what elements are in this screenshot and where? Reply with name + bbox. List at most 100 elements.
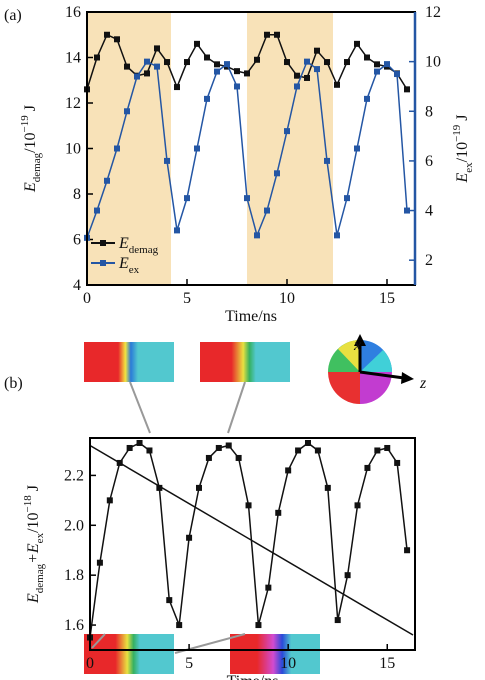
marker	[225, 442, 232, 449]
y-tick-label: 2.0	[64, 517, 84, 534]
y2-tick-label: 10	[425, 54, 441, 71]
marker	[114, 145, 120, 152]
marker	[334, 232, 340, 239]
marker	[124, 108, 130, 115]
marker	[214, 68, 220, 75]
marker	[114, 36, 120, 43]
marker	[134, 73, 140, 80]
y-tick-label: 4	[73, 277, 81, 294]
y-axis-label: Edemag+Eex/10−18 J	[22, 485, 46, 604]
marker	[214, 61, 220, 68]
x-axis-label: Time/ns	[227, 673, 279, 680]
marker	[136, 439, 143, 446]
marker	[205, 454, 212, 461]
marker	[176, 622, 183, 629]
marker	[104, 31, 110, 38]
marker	[166, 597, 173, 604]
marker	[195, 484, 202, 491]
label-part: /10	[22, 132, 39, 152]
y2-axis-label: Eex/10−19 J	[451, 114, 475, 183]
label-part: E	[454, 173, 471, 184]
marker	[94, 54, 100, 61]
label-part: J	[22, 105, 39, 115]
panel-label: (b)	[4, 375, 23, 392]
label-part: −18	[22, 495, 34, 513]
marker	[174, 227, 180, 234]
axis-letter: x	[353, 337, 361, 354]
marker	[94, 207, 100, 214]
label-part: demag	[31, 152, 43, 182]
x-tick-label: 5	[185, 655, 193, 672]
label-part: −19	[19, 115, 31, 133]
y2-tick-label: 2	[425, 252, 433, 269]
marker	[294, 83, 300, 90]
x-tick-label: 10	[280, 655, 296, 672]
marker	[304, 58, 310, 65]
axis-letter: z	[419, 375, 427, 392]
shaded-region	[247, 12, 333, 285]
marker	[275, 509, 282, 516]
marker	[354, 145, 360, 152]
marker	[255, 622, 262, 629]
shaded-region	[87, 12, 171, 285]
marker	[164, 59, 170, 66]
y-tick-label: 10	[65, 141, 81, 158]
x-axis-label: Time/ns	[225, 308, 277, 325]
y-tick-label: 1.6	[64, 617, 84, 634]
marker	[254, 56, 260, 63]
marker	[234, 68, 240, 75]
marker	[314, 447, 321, 454]
marker	[124, 63, 130, 70]
label-part: demag	[34, 563, 46, 593]
color-sphere: x z	[328, 334, 427, 404]
x-tick-label: 10	[279, 290, 295, 307]
x-tick-label: 5	[183, 290, 191, 307]
marker	[156, 484, 163, 491]
label-part: /10	[25, 512, 42, 532]
marker	[364, 464, 371, 471]
y2-tick-label: 8	[425, 103, 433, 120]
marker	[284, 59, 290, 66]
marker	[154, 63, 160, 70]
marker	[344, 195, 350, 202]
marker	[295, 447, 302, 454]
marker	[164, 157, 170, 164]
inset-walls	[84, 342, 320, 674]
label-part: ex	[34, 532, 46, 543]
y2-tick-label: 6	[425, 153, 433, 170]
label-part: ex	[463, 162, 475, 173]
y2-tick-label: 4	[425, 203, 433, 220]
marker	[204, 54, 210, 61]
legend-name: E	[118, 255, 129, 272]
x-tick-label: 15	[379, 290, 395, 307]
y-tick-label: 6	[73, 232, 81, 249]
marker	[334, 617, 341, 624]
marker	[194, 40, 200, 47]
label-part: +E	[25, 543, 42, 564]
y-axis-label: Edemag/10−19 J	[19, 105, 43, 193]
marker	[374, 61, 380, 68]
marker	[384, 61, 390, 68]
legend-marker	[100, 240, 106, 246]
label-part: E	[22, 182, 39, 193]
marker	[244, 70, 250, 77]
x-tick-label: 15	[379, 655, 395, 672]
marker	[144, 58, 150, 65]
legend-marker	[100, 260, 106, 266]
legend-entry: Edemag	[118, 235, 159, 256]
y-tick-label: 12	[65, 95, 81, 112]
y2-tick-label: 12	[425, 4, 441, 21]
marker	[126, 444, 133, 451]
marker	[174, 84, 180, 91]
label-part: E	[25, 593, 42, 604]
marker	[146, 447, 153, 454]
marker	[404, 86, 410, 93]
y-tick-label: 8	[73, 186, 81, 203]
x-tick-label: 0	[86, 655, 94, 672]
label-part: J	[25, 485, 42, 495]
legend-sub: demag	[129, 244, 159, 256]
panel-label: (a)	[4, 7, 22, 24]
series-line	[89, 442, 408, 638]
label-part: /10	[454, 142, 471, 162]
plot-frame	[89, 437, 416, 651]
